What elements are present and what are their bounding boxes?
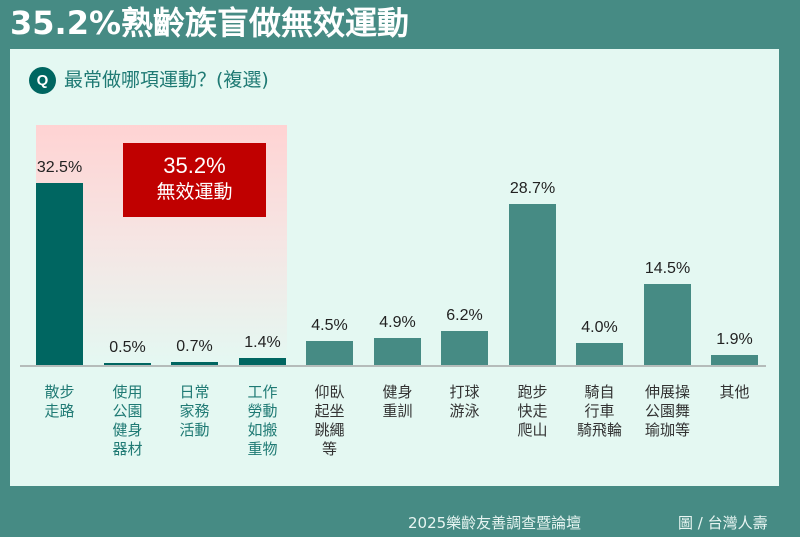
- category-label: 日常 家務 活動: [179, 383, 210, 439]
- ineffective-callout: 35.2% 無效運動: [123, 143, 266, 217]
- bar: [441, 331, 488, 366]
- category-label: 散步 走路: [44, 383, 75, 420]
- bar-value-label: 4.5%: [311, 317, 348, 334]
- bar-value-label: 1.9%: [716, 331, 753, 348]
- question-badge-icon: Q: [29, 67, 56, 94]
- bar-value-label: 32.5%: [36, 159, 83, 176]
- bar: [306, 341, 353, 366]
- question-text: 最常做哪項運動？(複選): [64, 69, 269, 91]
- page-title: 35.2%熟齡族盲做無效運動: [10, 4, 410, 42]
- category-label: 健身 重訓: [382, 383, 413, 420]
- x-axis-line: [20, 365, 766, 367]
- bar-value-label: 4.9%: [379, 314, 416, 331]
- callout-label: 無效運動: [156, 181, 233, 203]
- category-label: 仰臥 起坐 跳繩 等: [314, 383, 345, 458]
- category-label: 騎自 行車 騎飛輪: [576, 383, 622, 439]
- bar-value-label: 4.0%: [581, 319, 618, 336]
- bar-value-label: 6.2%: [446, 307, 483, 324]
- bar: [239, 358, 286, 366]
- bar-value-label: 0.5%: [109, 339, 146, 356]
- category-label: 使用 公園 健身 器材: [112, 383, 143, 458]
- bar-value-label: 14.5%: [644, 260, 691, 277]
- bar-value-label: 0.7%: [176, 338, 213, 355]
- bar: [711, 355, 758, 366]
- category-label: 伸展操 公園舞 瑜珈等: [644, 383, 690, 439]
- bar-value-label: 28.7%: [509, 180, 556, 197]
- bar: [171, 362, 218, 366]
- bar: [644, 284, 691, 366]
- bar: [576, 343, 623, 366]
- category-label: 跑步 快走 爬山: [517, 383, 548, 439]
- category-label: 打球 游泳: [449, 383, 480, 420]
- callout-value: 35.2%: [163, 153, 226, 178]
- category-label: 其他: [719, 383, 750, 401]
- bar: [374, 338, 421, 366]
- bar: [104, 363, 151, 366]
- bar: [509, 204, 556, 366]
- source-text: 2025樂齡友善調查暨論壇: [408, 514, 582, 532]
- bar: [36, 183, 83, 366]
- category-label: 工作 勞動 如搬 重物: [247, 383, 278, 458]
- credit-text: 圖 / 台灣人壽: [678, 514, 768, 532]
- bar-value-label: 1.4%: [244, 334, 281, 351]
